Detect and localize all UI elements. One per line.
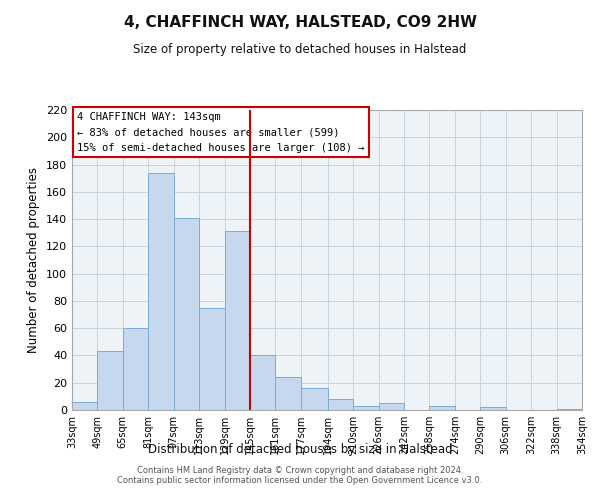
Bar — [224, 232, 250, 410]
Bar — [173, 218, 199, 410]
Bar — [123, 328, 148, 410]
Bar — [353, 406, 379, 410]
Bar — [379, 403, 404, 410]
Bar — [275, 378, 301, 410]
Bar — [557, 408, 582, 410]
Text: Contains HM Land Registry data © Crown copyright and database right 2024.
Contai: Contains HM Land Registry data © Crown c… — [118, 466, 482, 485]
Y-axis label: Number of detached properties: Number of detached properties — [28, 167, 40, 353]
Bar — [481, 408, 506, 410]
Bar — [328, 399, 353, 410]
Bar — [72, 402, 97, 410]
Bar — [97, 352, 123, 410]
Bar — [199, 308, 224, 410]
Text: 4 CHAFFINCH WAY: 143sqm
← 83% of detached houses are smaller (599)
15% of semi-d: 4 CHAFFINCH WAY: 143sqm ← 83% of detache… — [77, 112, 365, 152]
Text: 4, CHAFFINCH WAY, HALSTEAD, CO9 2HW: 4, CHAFFINCH WAY, HALSTEAD, CO9 2HW — [124, 15, 476, 30]
Bar — [148, 172, 173, 410]
Bar — [430, 406, 455, 410]
Text: Size of property relative to detached houses in Halstead: Size of property relative to detached ho… — [133, 42, 467, 56]
Bar — [250, 356, 275, 410]
Text: Distribution of detached houses by size in Halstead: Distribution of detached houses by size … — [148, 442, 452, 456]
Bar — [301, 388, 328, 410]
